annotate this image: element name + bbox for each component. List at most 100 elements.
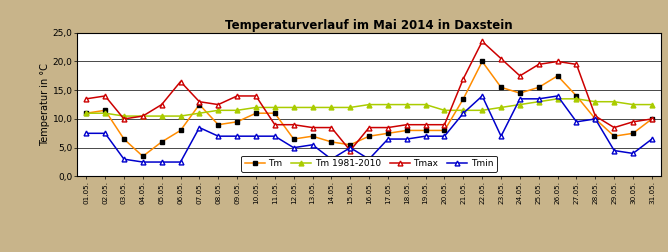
Tmax bbox=[610, 126, 618, 129]
Tmax bbox=[478, 40, 486, 43]
Tmin bbox=[365, 158, 373, 161]
Tmin bbox=[233, 135, 241, 138]
Tm 1981-2010 bbox=[516, 103, 524, 106]
Tmax bbox=[120, 117, 128, 120]
Tmin bbox=[554, 94, 562, 98]
Tm bbox=[629, 132, 637, 135]
Tm 1981-2010 bbox=[252, 106, 260, 109]
Tmin bbox=[591, 117, 599, 120]
Tmax bbox=[139, 115, 147, 118]
Tmax bbox=[214, 103, 222, 106]
Tmax bbox=[176, 80, 184, 83]
Tmax bbox=[497, 57, 505, 60]
Tmin bbox=[176, 161, 184, 164]
Tm bbox=[610, 135, 618, 138]
Tmax bbox=[460, 77, 468, 80]
Tm bbox=[516, 91, 524, 94]
Tmax bbox=[290, 123, 298, 126]
Tm 1981-2010 bbox=[309, 106, 317, 109]
Tm 1981-2010 bbox=[327, 106, 335, 109]
Tm bbox=[214, 123, 222, 126]
Tmax bbox=[403, 123, 411, 126]
Tm bbox=[478, 60, 486, 63]
Tm 1981-2010 bbox=[214, 109, 222, 112]
Tm bbox=[365, 135, 373, 138]
Tm 1981-2010 bbox=[120, 115, 128, 118]
Tmax bbox=[422, 123, 430, 126]
Tmin bbox=[120, 158, 128, 161]
Tm bbox=[497, 86, 505, 89]
Tmax bbox=[233, 94, 241, 98]
Y-axis label: Temperatur in °C: Temperatur in °C bbox=[40, 63, 50, 146]
Tm bbox=[82, 112, 90, 115]
Tmax bbox=[440, 123, 448, 126]
Tmax bbox=[309, 126, 317, 129]
Tmin bbox=[422, 135, 430, 138]
Tmax bbox=[591, 115, 599, 118]
Tmin bbox=[252, 135, 260, 138]
Tmin bbox=[290, 146, 298, 149]
Tm 1981-2010 bbox=[403, 103, 411, 106]
Tmin bbox=[535, 97, 543, 100]
Tmax bbox=[629, 120, 637, 123]
Tmin bbox=[610, 149, 618, 152]
Tmax bbox=[252, 94, 260, 98]
Tm 1981-2010 bbox=[648, 103, 656, 106]
Tm 1981-2010 bbox=[158, 115, 166, 118]
Tm 1981-2010 bbox=[629, 103, 637, 106]
Tm 1981-2010 bbox=[460, 109, 468, 112]
Tmax bbox=[327, 126, 335, 129]
Tmin bbox=[158, 161, 166, 164]
Tmax bbox=[101, 94, 109, 98]
Tm bbox=[271, 112, 279, 115]
Tmin bbox=[478, 94, 486, 98]
Tm bbox=[535, 86, 543, 89]
Tmax bbox=[82, 97, 90, 100]
Tmax bbox=[271, 123, 279, 126]
Tm 1981-2010 bbox=[101, 112, 109, 115]
Tm bbox=[158, 140, 166, 143]
Tmin bbox=[346, 146, 354, 149]
Tm bbox=[572, 94, 580, 98]
Tm 1981-2010 bbox=[554, 97, 562, 100]
Tm 1981-2010 bbox=[572, 97, 580, 100]
Tm 1981-2010 bbox=[176, 115, 184, 118]
Tmin bbox=[460, 112, 468, 115]
Tmin bbox=[497, 135, 505, 138]
Tm bbox=[120, 138, 128, 141]
Tmax bbox=[516, 74, 524, 77]
Line: Tm 1981-2010: Tm 1981-2010 bbox=[84, 97, 655, 118]
Tm bbox=[346, 143, 354, 146]
Tm bbox=[384, 132, 392, 135]
Legend: Tm, Tm 1981-2010, Tmax, Tmin: Tm, Tm 1981-2010, Tmax, Tmin bbox=[241, 156, 497, 172]
Tmin bbox=[572, 120, 580, 123]
Tm 1981-2010 bbox=[478, 109, 486, 112]
Tm bbox=[440, 129, 448, 132]
Tm bbox=[139, 155, 147, 158]
Tm 1981-2010 bbox=[365, 103, 373, 106]
Line: Tm: Tm bbox=[84, 59, 655, 159]
Tmin bbox=[516, 97, 524, 100]
Tm 1981-2010 bbox=[82, 112, 90, 115]
Tmin bbox=[139, 161, 147, 164]
Tmin bbox=[384, 138, 392, 141]
Tmax bbox=[572, 63, 580, 66]
Tmax bbox=[554, 60, 562, 63]
Tm 1981-2010 bbox=[271, 106, 279, 109]
Tm 1981-2010 bbox=[610, 100, 618, 103]
Tm bbox=[327, 140, 335, 143]
Tm 1981-2010 bbox=[233, 109, 241, 112]
Tmax bbox=[535, 63, 543, 66]
Tmax bbox=[346, 149, 354, 152]
Tm 1981-2010 bbox=[195, 112, 203, 115]
Tmax bbox=[384, 126, 392, 129]
Tm 1981-2010 bbox=[497, 106, 505, 109]
Line: Tmax: Tmax bbox=[84, 39, 655, 153]
Tmin bbox=[271, 135, 279, 138]
Tm bbox=[460, 97, 468, 100]
Tmax bbox=[158, 103, 166, 106]
Tmax bbox=[195, 100, 203, 103]
Tm 1981-2010 bbox=[290, 106, 298, 109]
Tmax bbox=[648, 117, 656, 120]
Tmin bbox=[440, 135, 448, 138]
